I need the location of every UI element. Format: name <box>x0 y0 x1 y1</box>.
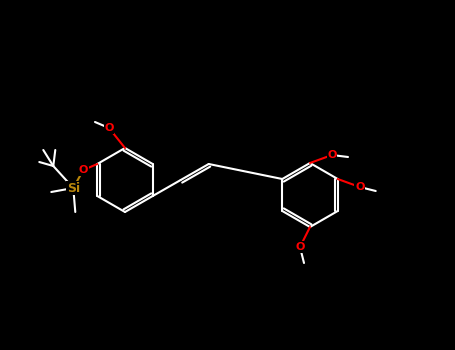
Text: O: O <box>355 182 364 192</box>
Text: Si: Si <box>67 182 80 195</box>
Text: O: O <box>104 123 114 133</box>
Text: O: O <box>327 150 337 160</box>
Text: O: O <box>295 242 305 252</box>
Text: O: O <box>79 165 88 175</box>
